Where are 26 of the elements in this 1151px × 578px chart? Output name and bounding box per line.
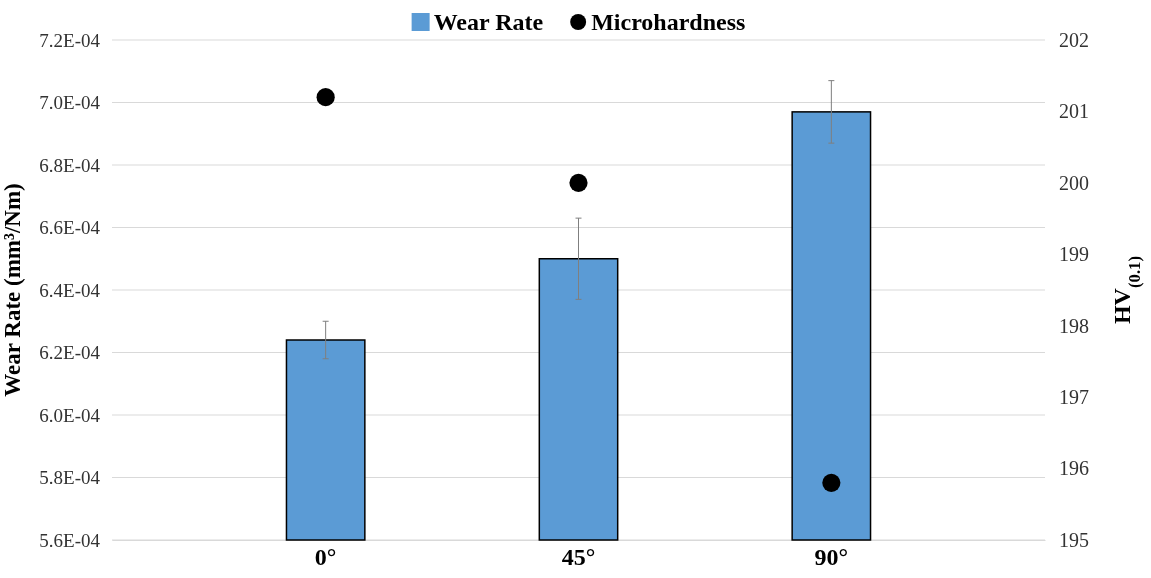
y-tick-label: 7.0E-04 — [39, 92, 101, 114]
x-tick-label: 0° — [314, 544, 337, 571]
y-tick-label: 5.6E-04 — [39, 529, 101, 551]
y2-tick-label: 202 — [1059, 28, 1089, 51]
point — [822, 473, 841, 492]
y2-tick-label: 197 — [1059, 386, 1089, 409]
y-tick-label: 6.4E-04 — [39, 279, 101, 301]
point — [569, 173, 588, 192]
y-tick-label: 7.2E-04 — [39, 29, 101, 51]
y-tick-label: 6.8E-04 — [39, 154, 101, 176]
y-tick-label: 6.0E-04 — [39, 404, 101, 426]
y2-tick-label: 199 — [1059, 243, 1089, 266]
y-tick-label: 6.2E-04 — [39, 342, 101, 364]
x-tick-label: 90° — [814, 544, 849, 571]
y2-tick-label: 201 — [1059, 100, 1089, 123]
legend-label: Wear Rate — [433, 9, 544, 35]
x-tick-label: 45° — [561, 544, 596, 571]
y-axis-title: Wear Rate (mm³/Nm) — [0, 183, 25, 397]
y2-tick-label: 196 — [1059, 457, 1089, 480]
y2-tick-label: 200 — [1059, 171, 1089, 194]
y-tick-label: 5.8E-04 — [39, 467, 101, 489]
legend-label: Microhardness — [591, 9, 746, 35]
y2-tick-label: 195 — [1059, 528, 1089, 551]
y2-tick-label: 198 — [1059, 314, 1089, 337]
y-tick-label: 6.6E-04 — [39, 217, 101, 239]
point — [316, 88, 335, 107]
